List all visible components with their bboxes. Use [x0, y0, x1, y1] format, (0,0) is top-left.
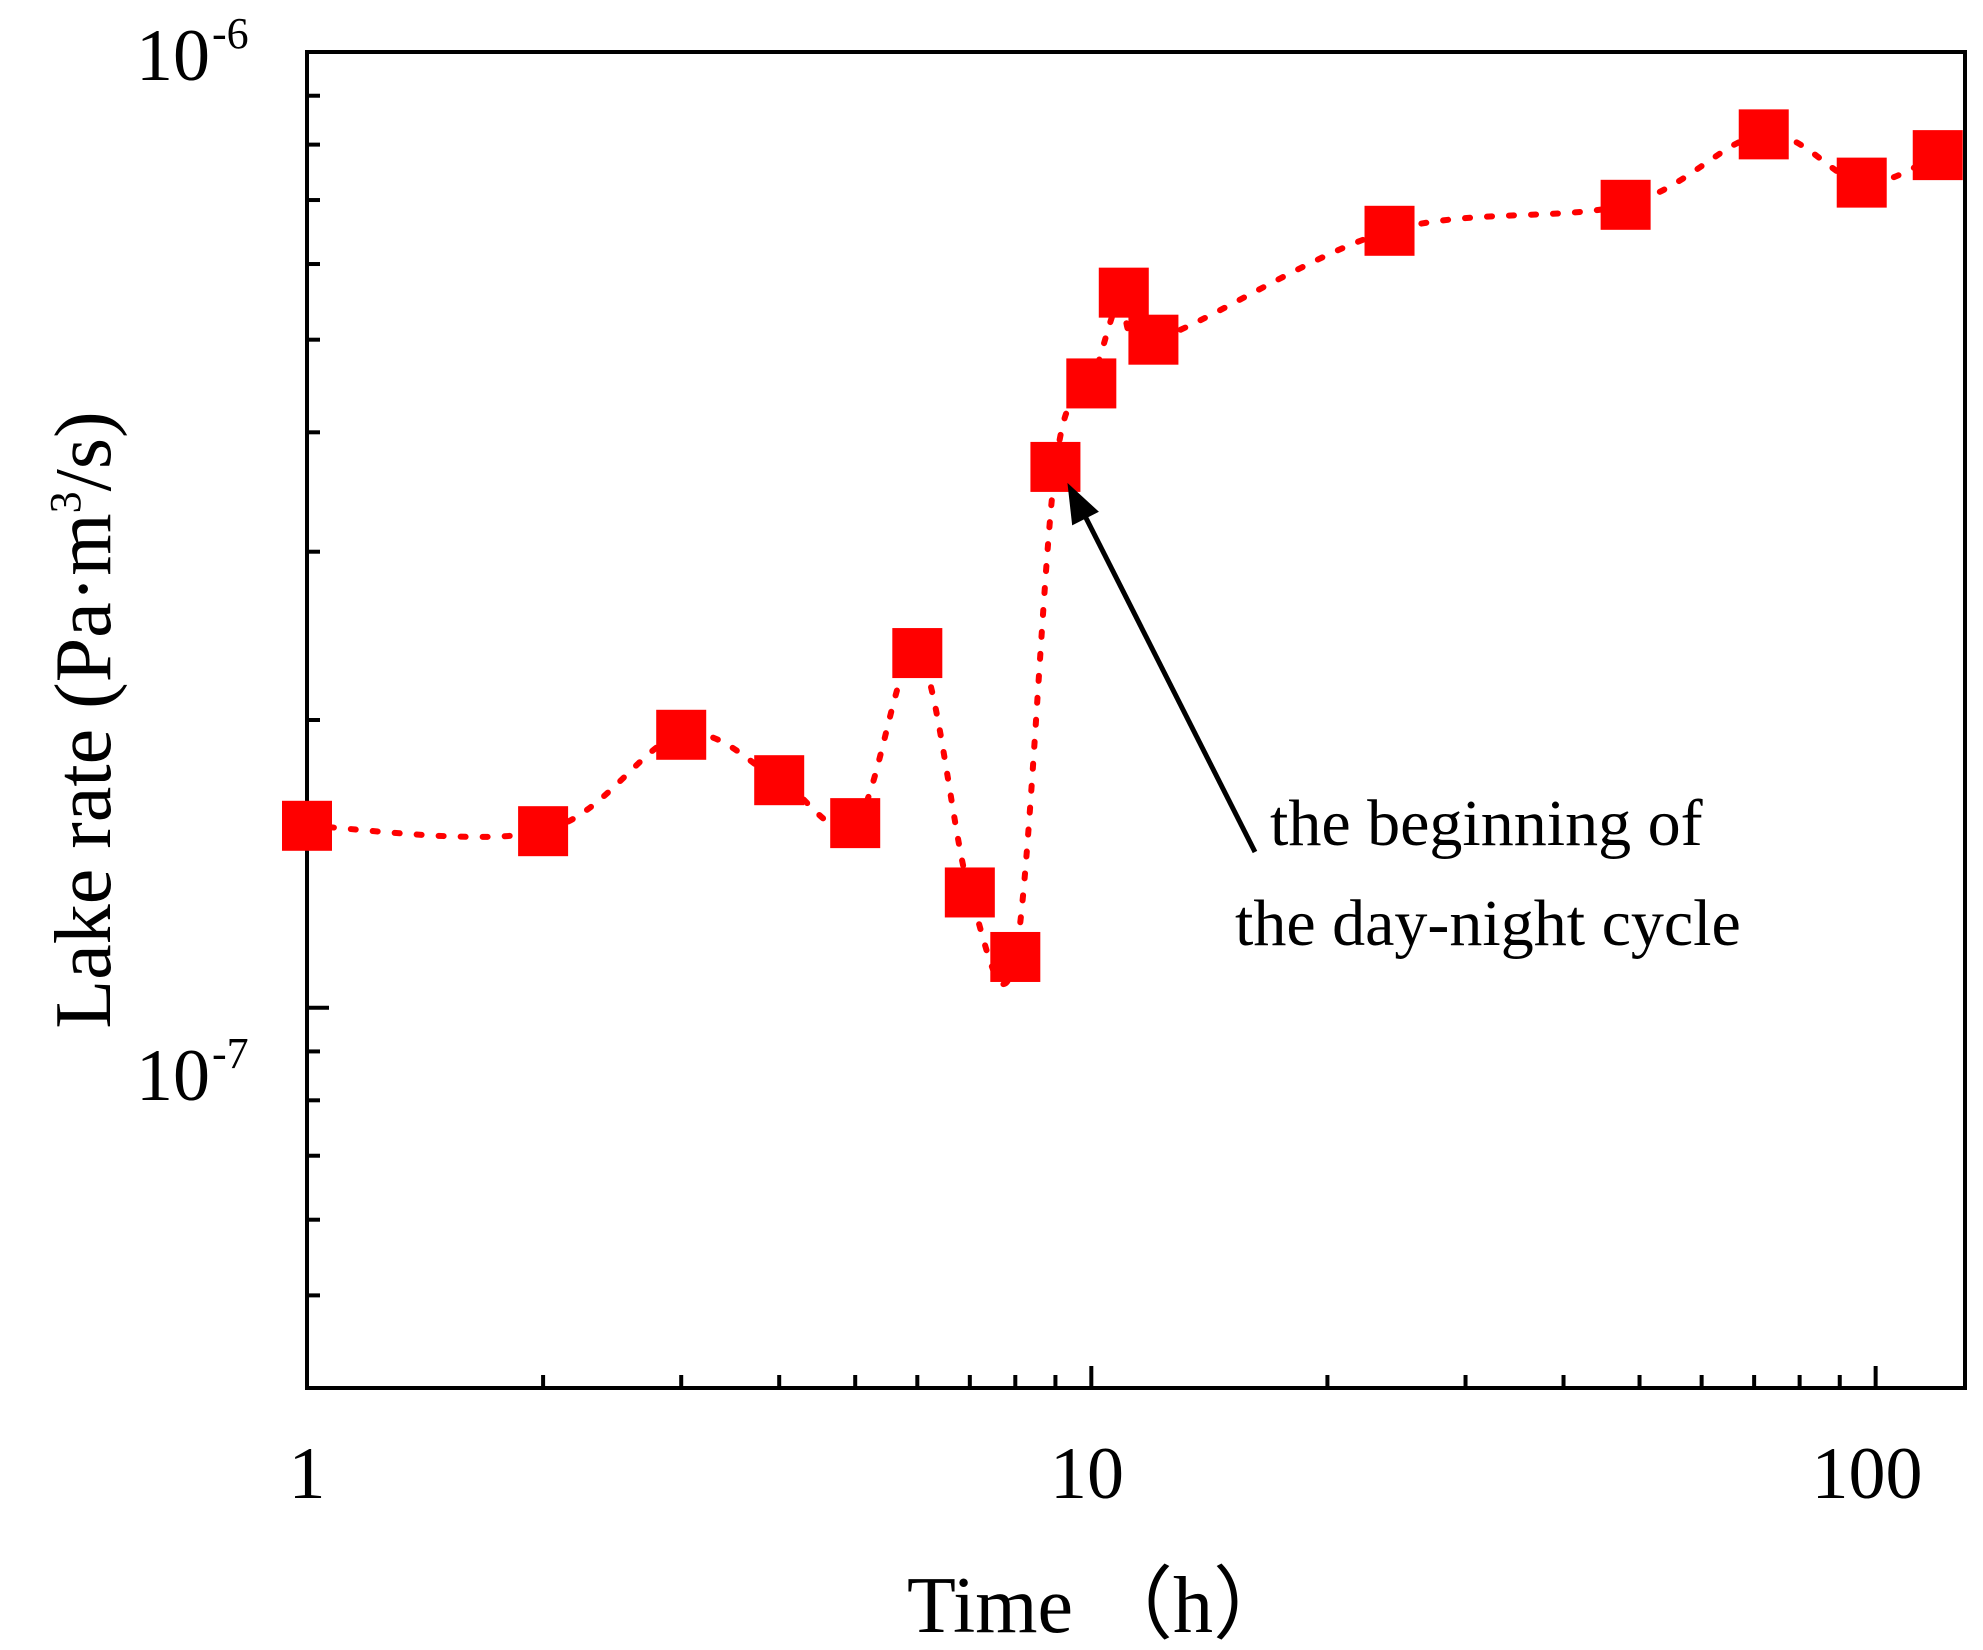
y-tick-label-1e-7: 10	[136, 1035, 210, 1117]
y-axis-title: Lake rate (Pa·m3/s)	[40, 411, 128, 1028]
data-point-5h	[830, 798, 881, 849]
annotation-arrow-head	[1067, 482, 1099, 526]
y-axis-title-prefix: Lake rate (Pa·m	[40, 513, 128, 1028]
data-point-48h	[1600, 179, 1651, 230]
x-axis-title: Time （h）	[907, 1562, 1293, 1650]
y-axis-title-sup: 3	[41, 491, 90, 513]
data-point-120h	[1912, 130, 1963, 181]
y-tick-label-1e-6: 10	[136, 15, 210, 97]
data-point-12h	[1128, 314, 1179, 365]
y-axis-tick-labels: 10 -7 10 -6	[136, 9, 249, 1117]
annotation: the beginning of the day-night cycle	[1067, 482, 1741, 960]
series-layer	[282, 109, 1963, 988]
data-point-8h	[990, 931, 1041, 982]
annotation-line-2: the day-night cycle	[1235, 887, 1741, 960]
data-point-7h	[944, 867, 995, 918]
data-point-2h	[518, 806, 569, 857]
y-axis-title-suffix: /s)	[40, 411, 128, 491]
data-point-3h	[656, 709, 707, 760]
data-point-6h	[892, 628, 943, 679]
annotation-line-1: the beginning of	[1270, 787, 1703, 860]
x-tick-label-100: 100	[1812, 1433, 1923, 1515]
plot-frame	[305, 50, 1967, 1390]
data-point-1h	[282, 800, 332, 851]
data-point-4h	[754, 755, 805, 806]
x-tick-label-10: 10	[1050, 1433, 1124, 1515]
data-point-11h	[1098, 267, 1149, 318]
data-point-72h	[1738, 109, 1789, 160]
data-point-10h	[1066, 358, 1117, 409]
x-axis-tick-labels: 1 10 100	[289, 1433, 1923, 1515]
series-line-0	[304, 131, 1941, 988]
y-axis-ticks	[307, 50, 329, 1390]
data-point-96h	[1836, 157, 1887, 208]
plot-area	[282, 50, 1967, 1390]
x-axis-ticks	[305, 1366, 1878, 1388]
y-tick-exponent-1e-6: -6	[212, 9, 249, 58]
data-point-24h	[1364, 205, 1415, 256]
data-point-9h	[1030, 441, 1081, 492]
annotation-arrow-line	[1079, 507, 1258, 854]
y-tick-exponent-1e-7: -7	[212, 1029, 249, 1078]
x-tick-label-1: 1	[289, 1433, 326, 1515]
